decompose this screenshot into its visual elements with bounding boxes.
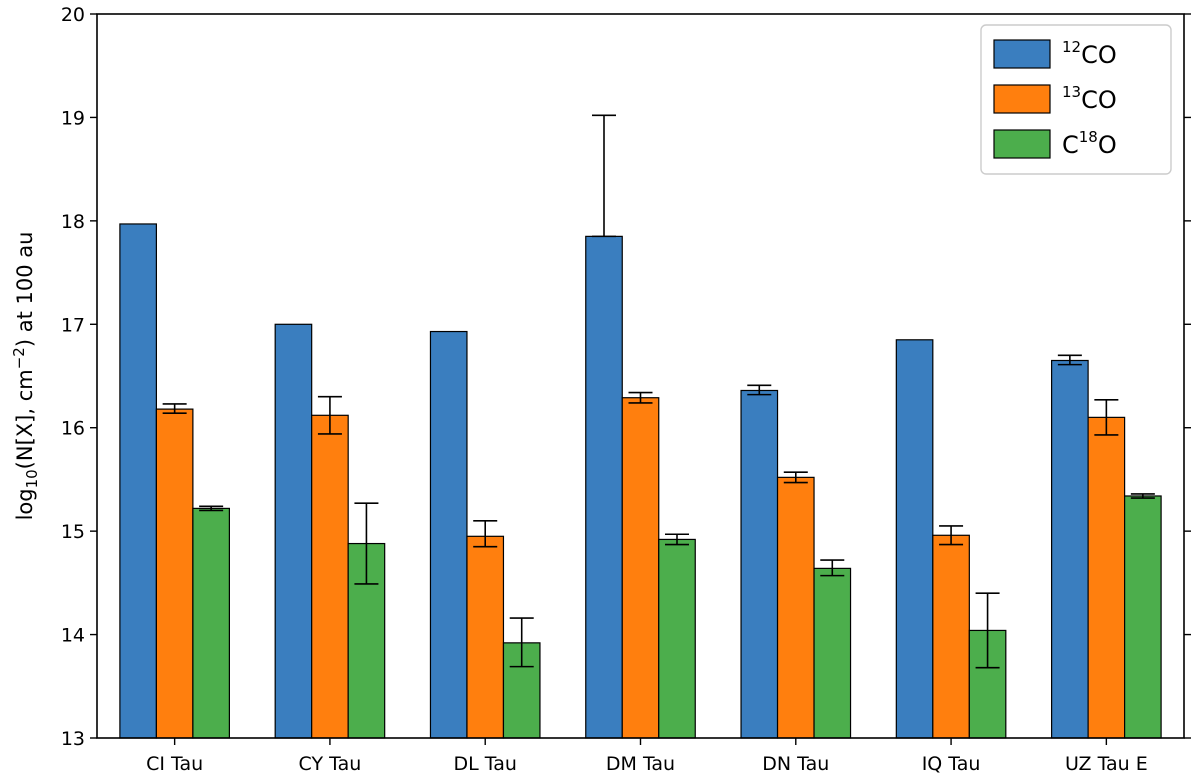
y-tick-label-20: 20 bbox=[61, 4, 85, 26]
y-tick-label-17: 17 bbox=[61, 314, 85, 336]
error-bar-c18o-cy-tau bbox=[354, 502, 379, 585]
y-axis-label-sup: −2 bbox=[10, 347, 28, 369]
x-tick-label-iq-tau: IQ Tau bbox=[922, 753, 981, 775]
bar-12co-dm-tau bbox=[585, 235, 623, 739]
bar-13co-iq-tau bbox=[932, 534, 970, 739]
error-bar-13co-iq-tau bbox=[939, 525, 964, 546]
error-bar-c18o-dn-tau bbox=[820, 559, 845, 577]
bar-12co-iq-tau bbox=[895, 339, 934, 739]
y-axis-label-prefix: log bbox=[13, 488, 37, 520]
error-bar-c18o-uz-tau-e bbox=[1130, 493, 1155, 499]
bar-12co-cy-tau bbox=[274, 323, 313, 739]
y-axis-label-middle: (N[X], cm bbox=[13, 369, 37, 469]
error-bar-13co-dl-tau bbox=[473, 519, 498, 548]
bar-13co-uz-tau-e bbox=[1087, 416, 1126, 739]
legend: 12CO 13CO C18O bbox=[980, 24, 1172, 175]
error-bar-13co-ci-tau bbox=[162, 403, 187, 415]
bar-12co-dl-tau bbox=[429, 330, 468, 739]
ticks-layer: 13 14 15 16 17 18 19 20 CI Tau CY Tau DL Tau DM Tau… bbox=[61, 4, 1191, 775]
legend-label-c18o: C18O bbox=[1062, 128, 1117, 159]
bar-13co-ci-tau bbox=[155, 408, 194, 739]
error-bar-13co-uz-tau-e bbox=[1094, 398, 1119, 436]
error-bar-13co-dn-tau bbox=[783, 471, 808, 484]
bar-c18o-uz-tau-e bbox=[1124, 495, 1162, 739]
x-tick-label-ci-tau: CI Tau bbox=[146, 753, 203, 775]
bar-12co-ci-tau bbox=[119, 223, 157, 739]
legend-swatch-12co bbox=[993, 39, 1051, 69]
y-axis-label-sub: 10 bbox=[23, 469, 41, 488]
legend-swatch-c18o bbox=[993, 129, 1051, 159]
bar-12co-uz-tau-e bbox=[1051, 359, 1089, 739]
y-tick-label-14: 14 bbox=[61, 625, 85, 647]
x-tick-label-dm-tau: DM Tau bbox=[606, 753, 675, 775]
bar-c18o-dm-tau bbox=[658, 538, 696, 739]
bar-12co-dn-tau bbox=[740, 389, 779, 739]
legend-label-13co: 13CO bbox=[1062, 83, 1117, 114]
bars-layer bbox=[119, 223, 1162, 739]
bar-13co-dl-tau bbox=[466, 535, 505, 739]
legend-swatch-13co bbox=[993, 84, 1051, 114]
legend-label-12co: 12CO bbox=[1062, 38, 1117, 69]
x-tick-label-uz-tau-e: UZ Tau E bbox=[1065, 753, 1148, 775]
error-bar-12co-dn-tau bbox=[747, 384, 772, 396]
y-tick-label-19: 19 bbox=[61, 107, 85, 129]
x-tick-label-cy-tau: CY Tau bbox=[299, 753, 362, 775]
error-bar-12co-dm-tau bbox=[592, 114, 616, 238]
error-bar-13co-cy-tau bbox=[317, 395, 342, 435]
bar-13co-dm-tau bbox=[621, 397, 660, 739]
y-axis-label: log10(N[X], cm−2) at 100 au bbox=[10, 232, 41, 521]
bar-13co-cy-tau bbox=[311, 414, 349, 739]
error-bars-layer bbox=[162, 114, 1155, 669]
error-bar-c18o-ci-tau bbox=[199, 505, 224, 512]
error-bar-c18o-dl-tau bbox=[509, 617, 534, 668]
x-tick-label-dn-tau: DN Tau bbox=[762, 753, 829, 775]
bar-13co-dn-tau bbox=[776, 476, 815, 739]
y-tick-label-18: 18 bbox=[61, 211, 85, 233]
error-bar-c18o-iq-tau bbox=[975, 592, 1000, 669]
bar-c18o-ci-tau bbox=[192, 507, 230, 739]
bar-c18o-dn-tau bbox=[813, 567, 852, 739]
y-tick-label-16: 16 bbox=[61, 418, 85, 440]
error-bar-12co-uz-tau-e bbox=[1057, 354, 1082, 366]
y-tick-label-13: 13 bbox=[61, 728, 85, 750]
error-bar-13co-dm-tau bbox=[628, 391, 653, 404]
x-tick-label-dl-tau: DL Tau bbox=[454, 753, 517, 775]
error-bar-c18o-dm-tau bbox=[665, 533, 689, 546]
y-axis-label-suffix: ) at 100 au bbox=[13, 232, 37, 348]
y-tick-label-15: 15 bbox=[61, 521, 85, 543]
